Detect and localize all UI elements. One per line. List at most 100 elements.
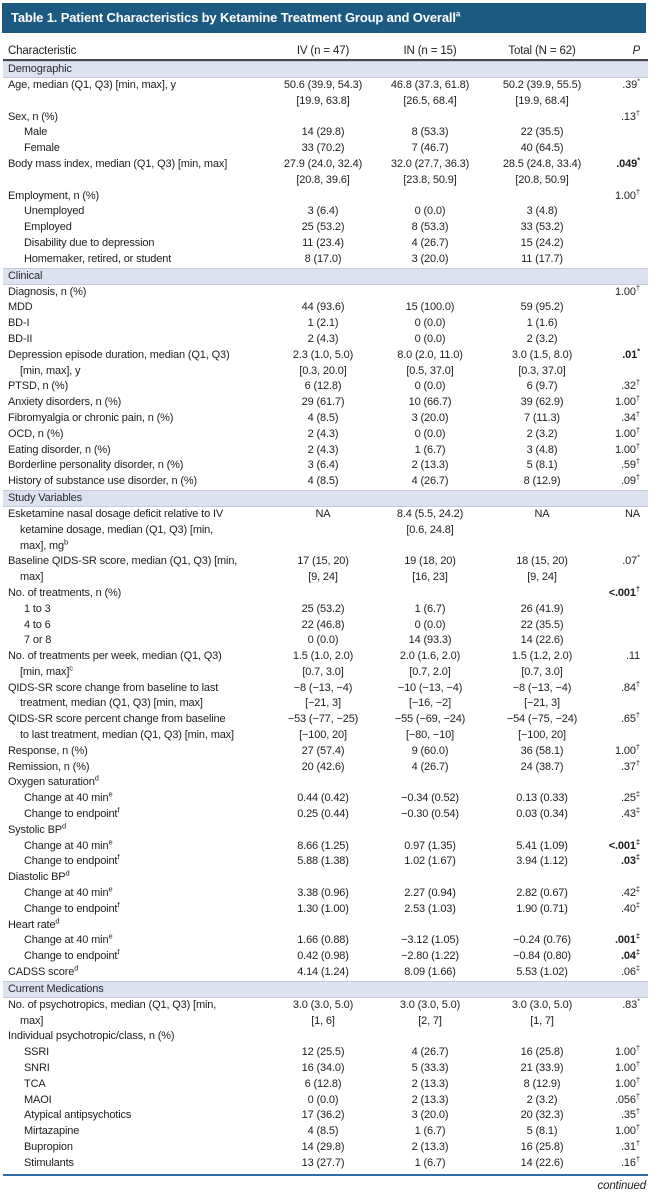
value-iv: 1.30 (1.00) [297, 902, 349, 915]
value-in: 8.4 (5.5, 24.2) [0.6, 24.8] [396, 507, 464, 536]
value-total: 26 (41.9) [520, 602, 564, 615]
table-row: Anxiety disorders, n (%) 29 (61.7) 10 (66.… [3, 393, 648, 411]
value-iv: 1 (2.1) [307, 317, 339, 330]
value-in: −55 (−69, −24) [−80, −10] [394, 713, 466, 742]
column-header-p: P [632, 45, 640, 57]
value-total: 8 (12.9) [523, 1077, 561, 1090]
value-in: 0.97 (1.35) [404, 839, 456, 852]
row-characteristic: Remission, n (%) [8, 760, 90, 773]
value-total: −0.24 (0.76) [513, 934, 571, 947]
value-p: .25‡ [620, 789, 640, 805]
value-total: 6 (9.7) [526, 380, 558, 393]
value-p: 1.00† [615, 1122, 640, 1138]
value-in: 3 (20.0) [411, 252, 449, 265]
row-characteristic: Eating disorder, n (%) [8, 443, 111, 456]
value-iv: 6 (12.8) [304, 1077, 342, 1090]
table-row: Homemaker, retired, or student 8 (17.0) 3 … [3, 252, 648, 268]
row-characteristic: Change to endpointf [24, 852, 120, 868]
table-row: Change at 40 mine 0.44 (0.42) −0.34 (0.52)… [3, 789, 648, 807]
value-iv: 27 (57.4) [301, 744, 345, 757]
table-row: Mirtazapine 4 (8.5) 1 (6.7) 5 (8.1) 1.00† [3, 1122, 648, 1140]
row-characteristic: Atypical antipsychotics [24, 1109, 132, 1122]
table-row: PTSD, n (%) 6 (12.8) 0 (0.0) 6 (9.7) .32† [3, 378, 648, 395]
value-total: 3 (4.8) [526, 205, 558, 218]
row-characteristic: Response, n (%) [8, 744, 88, 757]
value-total: 24 (38.7) [520, 760, 564, 773]
value-in: 3 (20.0) [411, 411, 449, 424]
value-iv: 16 (34.0) [301, 1062, 345, 1075]
value-in: 1 (6.7) [414, 443, 446, 456]
table-row: SSRI 12 (25.5) 4 (26.7) 16 (25.8) 1.00† [3, 1043, 648, 1061]
row-characteristic: Disability due to depression [24, 236, 155, 249]
table-row: QIDS-SR score percent change from baseli… [3, 711, 648, 744]
value-total: 7 (11.3) [524, 411, 560, 424]
value-p: .39* [622, 76, 640, 91]
value-in: 0 (0.0) [414, 427, 446, 440]
table-row: Change to endpointf 0.42 (0.98) −2.80 (1.2… [3, 947, 648, 965]
value-in: 4 (26.7) [411, 475, 449, 488]
continued-label: continued [597, 1179, 646, 1192]
value-in: 10 (66.7) [408, 396, 452, 409]
value-total: 5.53 (1.02) [516, 966, 568, 979]
row-characteristic: MAOI [24, 1093, 52, 1106]
value-total: 5.41 (1.09) [516, 839, 568, 852]
column-header-iv: IV (n = 47) [296, 45, 350, 57]
value-iv: 0.44 (0.42) [297, 792, 349, 805]
value-in: 2.0 (1.6, 2.0) [0.7, 2.0] [399, 650, 461, 678]
row-characteristic: Homemaker, retired, or student [24, 252, 172, 265]
table-title-bar: Table 1. Patient Characteristics by Keta… [2, 3, 646, 33]
value-total: −54 (−75, −24) [−100, 20] [506, 713, 578, 742]
value-total: 14 (22.6) [520, 634, 564, 647]
value-in: 3.0 (3.0, 5.0) [2, 7] [399, 998, 461, 1027]
row-characteristic: TCA [24, 1077, 46, 1090]
value-in: −2.80 (1.22) [401, 950, 459, 963]
table-row: Age, median (Q1, Q3) [min, max], y 50.6 (… [3, 76, 648, 110]
row-characteristic: Change to endpointf [24, 947, 120, 963]
value-total: 1.90 (0.71) [516, 902, 568, 915]
table-row: 4 to 6 22 (46.8) 0 (0.0) 22 (35.5) [3, 618, 648, 634]
value-iv: 3.0 (3.0, 5.0) [1, 6] [292, 998, 354, 1027]
value-p: .09† [620, 472, 640, 488]
value-in: −0.34 (0.52) [401, 792, 459, 805]
value-total: 2 (3.2) [526, 427, 558, 440]
value-total: 2.82 (0.67) [516, 887, 568, 900]
value-total: 18 (15, 20) [9, 24] [516, 555, 568, 584]
row-characteristic: Employment, n (%) [8, 189, 99, 202]
column-header-total: Total (N = 62) [508, 45, 576, 57]
row-characteristic: PTSD, n (%) [8, 380, 69, 393]
row-characteristic: Employed [24, 221, 72, 234]
value-in: 8 (53.3) [411, 221, 449, 234]
row-characteristic: 1 to 3 [24, 602, 51, 615]
row-characteristic: Diastolic BPd [8, 868, 70, 884]
value-p: .31† [620, 1138, 640, 1153]
value-iv: 4.14 (1.24) [297, 966, 349, 979]
value-total: 1.5 (1.2, 2.0) [0.7, 3.0] [511, 650, 573, 678]
value-iv: 4 (8.5) [307, 1125, 339, 1138]
value-in: 8.0 (2.0, 11.0) [0.5, 37.0] [397, 348, 463, 377]
value-p: NA [625, 507, 640, 520]
value-p: 1.00† [615, 1075, 640, 1090]
value-in: 8 (53.3) [411, 126, 449, 139]
value-iv: 17 (36.2) [301, 1109, 345, 1122]
value-in: 5 (33.3) [411, 1062, 449, 1075]
table-row: OCD, n (%) 2 (4.3) 0 (0.0) 2 (3.2) 1.00† [3, 426, 648, 443]
value-total: 11 (17.7) [521, 252, 563, 265]
table-row: Bupropion 14 (29.8) 2 (13.3) 16 (25.8) .31† [3, 1138, 648, 1156]
row-characteristic: Unemployed [24, 205, 85, 218]
row-characteristic: Anxiety disorders, n (%) [8, 396, 122, 409]
patient-characteristics-table: Characteristic IV (n = 47) IN (n = 15) T… [3, 35, 648, 1192]
table-row: Change at 40 mine 8.66 (1.25) 0.97 (1.35) 5… [3, 837, 648, 855]
table-row: Depression episode duration, median (Q1,… [3, 347, 648, 380]
row-characteristic: BD-I [8, 317, 30, 330]
value-p: 1.00† [615, 393, 640, 409]
value-p: <.001‡ [608, 837, 640, 852]
value-iv: −53 (−77, −25) [−100, 20] [287, 713, 359, 742]
value-p: 1.00† [615, 1043, 640, 1059]
row-characteristic: Depression episode duration, median (Q1,… [8, 348, 230, 377]
value-total: −8 (−13, −4) [−21, 3] [512, 681, 572, 710]
value-in: 46.8 (37.3, 61.8) [26.5, 68.4] [390, 79, 470, 107]
row-characteristic: Mirtazapine [24, 1125, 80, 1138]
value-p: <.001† [608, 584, 640, 599]
value-iv: 20 (42.6) [301, 760, 345, 773]
row-characteristic: SNRI [24, 1062, 50, 1075]
